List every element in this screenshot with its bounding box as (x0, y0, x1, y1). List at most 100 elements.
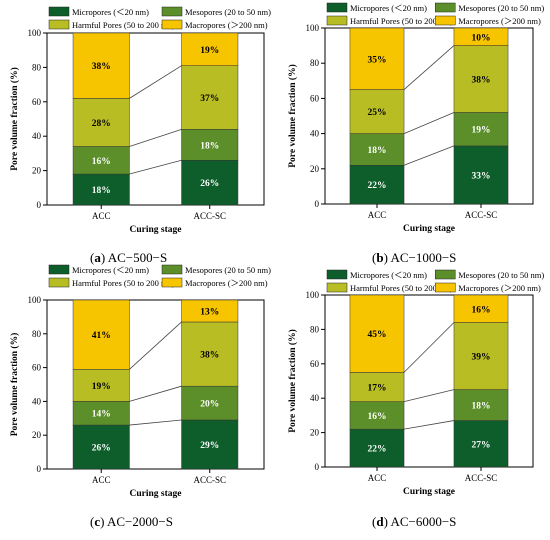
bar-segment (349, 89, 405, 134)
legend-swatch (326, 282, 348, 293)
connector-line (403, 389, 455, 403)
y-tick-label: 40 (310, 129, 320, 139)
bar-segment (72, 299, 130, 370)
bar-segment (349, 133, 405, 166)
legend-swatch (434, 282, 456, 293)
y-tick-label: 40 (32, 131, 42, 141)
legend-swatch (161, 6, 183, 17)
legend-label: Harmful Pores (50 to 200 nm) (72, 20, 175, 30)
bar-segment (72, 98, 130, 147)
bar-segment (181, 160, 239, 206)
data-label: 35% (368, 55, 387, 65)
y-tick-label: 60 (32, 97, 42, 107)
data-label: 18% (92, 186, 111, 196)
data-label: 17% (368, 384, 387, 394)
data-label: 22% (368, 181, 387, 191)
y-axis-label: Pore volume fraction (%) (287, 329, 298, 433)
bar-segment (453, 112, 509, 147)
y-tick-label: 60 (310, 359, 320, 369)
data-label: 27% (472, 440, 491, 450)
bar-segment (181, 419, 239, 470)
y-tick-label: 100 (306, 290, 320, 300)
bar-segment (181, 129, 239, 161)
y-tick-label: 80 (310, 58, 320, 68)
data-label: 37% (200, 94, 219, 104)
data-label: 38% (472, 76, 491, 86)
data-label: 25% (368, 108, 387, 118)
chart-panel-b: Micropores (＜20 nm) Mesopores (20 to 50 n… (287, 2, 544, 234)
connector-line (403, 145, 455, 166)
bar-segment (349, 428, 405, 468)
y-tick-label: 20 (310, 164, 320, 174)
legend-swatch (48, 19, 70, 30)
bar-segment (349, 401, 405, 430)
data-label: 22% (368, 445, 387, 455)
bar-segment (453, 145, 509, 205)
data-label: 41% (92, 331, 111, 341)
data-label: 18% (472, 402, 491, 412)
y-tick-label: 0 (37, 464, 42, 474)
x-axis-label: Curing stage (130, 225, 182, 235)
bar-segment (181, 321, 239, 387)
y-tick-label: 20 (32, 430, 42, 440)
legend-label: Mesopores (20 to 50 nm) (458, 3, 544, 13)
legend-label: Harmful Pores (50 to 200 nm) (350, 16, 453, 26)
x-tick-label: ACC (368, 210, 387, 220)
data-label: 38% (92, 62, 111, 72)
data-label: 13% (200, 307, 219, 317)
data-label: 18% (368, 146, 387, 156)
legend-label: Micropores (＜20 nm) (72, 265, 149, 275)
x-tick-label: ACC (92, 211, 111, 221)
data-label: 26% (200, 179, 219, 189)
legend-swatch (434, 15, 456, 26)
legend-swatch (326, 15, 348, 26)
connector-line (403, 112, 455, 134)
connector-line (129, 128, 182, 147)
x-axis-label: Curing stage (403, 224, 455, 234)
connector-line (129, 159, 182, 175)
x-tick-label: ACC (368, 473, 387, 483)
caption-a: (a) AC−500−S (90, 250, 168, 265)
legend-swatch (434, 269, 456, 280)
legend-swatch (326, 2, 348, 13)
bar-segment (453, 322, 509, 390)
y-axis-label: Pore volume fraction (%) (287, 64, 298, 168)
y-tick-label: 100 (28, 295, 42, 305)
legend: Micropores (＜20 nm) Mesopores (20 to 50 n… (48, 264, 271, 288)
legend-swatch (48, 6, 70, 17)
legend-swatch (161, 19, 183, 30)
connector-line (129, 419, 182, 426)
y-tick-label: 40 (310, 393, 320, 403)
y-tick-label: 100 (28, 28, 42, 38)
x-axis-label: Curing stage (403, 487, 455, 497)
legend-label: Macropores (＞200 nm) (185, 20, 268, 30)
data-label: 39% (472, 353, 491, 363)
legend-label: Macropores (＞200 nm) (185, 278, 268, 288)
caption-c: (c) AC−2000−S (90, 514, 173, 529)
legend: Micropores (＜20 nm) Mesopores (20 to 50 n… (48, 6, 271, 30)
data-label: 16% (92, 157, 111, 167)
x-tick-label: ACC (92, 475, 111, 485)
legend: Micropores (＜20 nm) Mesopores (20 to 50 n… (326, 269, 544, 293)
plot-frame (46, 299, 265, 470)
data-label: 14% (92, 410, 111, 420)
legend-label: Mesopores (20 to 50 nm) (185, 265, 271, 275)
bar-segment (72, 32, 130, 99)
data-label: 19% (200, 46, 219, 56)
y-tick-label: 80 (32, 329, 42, 339)
data-label: 45% (368, 330, 387, 340)
data-label: 16% (472, 305, 491, 315)
y-tick-label: 60 (32, 363, 42, 373)
bar-segment (181, 299, 239, 323)
bar-segment (349, 294, 405, 373)
legend-label: Micropores (＜20 nm) (72, 7, 149, 17)
y-tick-label: 0 (37, 200, 42, 210)
connector-line (403, 45, 455, 90)
bar-segment (453, 27, 509, 46)
legend-label: Mesopores (20 to 50 nm) (458, 270, 544, 280)
bar-segment (181, 65, 239, 130)
connector-line (403, 420, 455, 430)
x-axis-label: Curing stage (130, 489, 182, 499)
data-label: 33% (472, 171, 491, 181)
